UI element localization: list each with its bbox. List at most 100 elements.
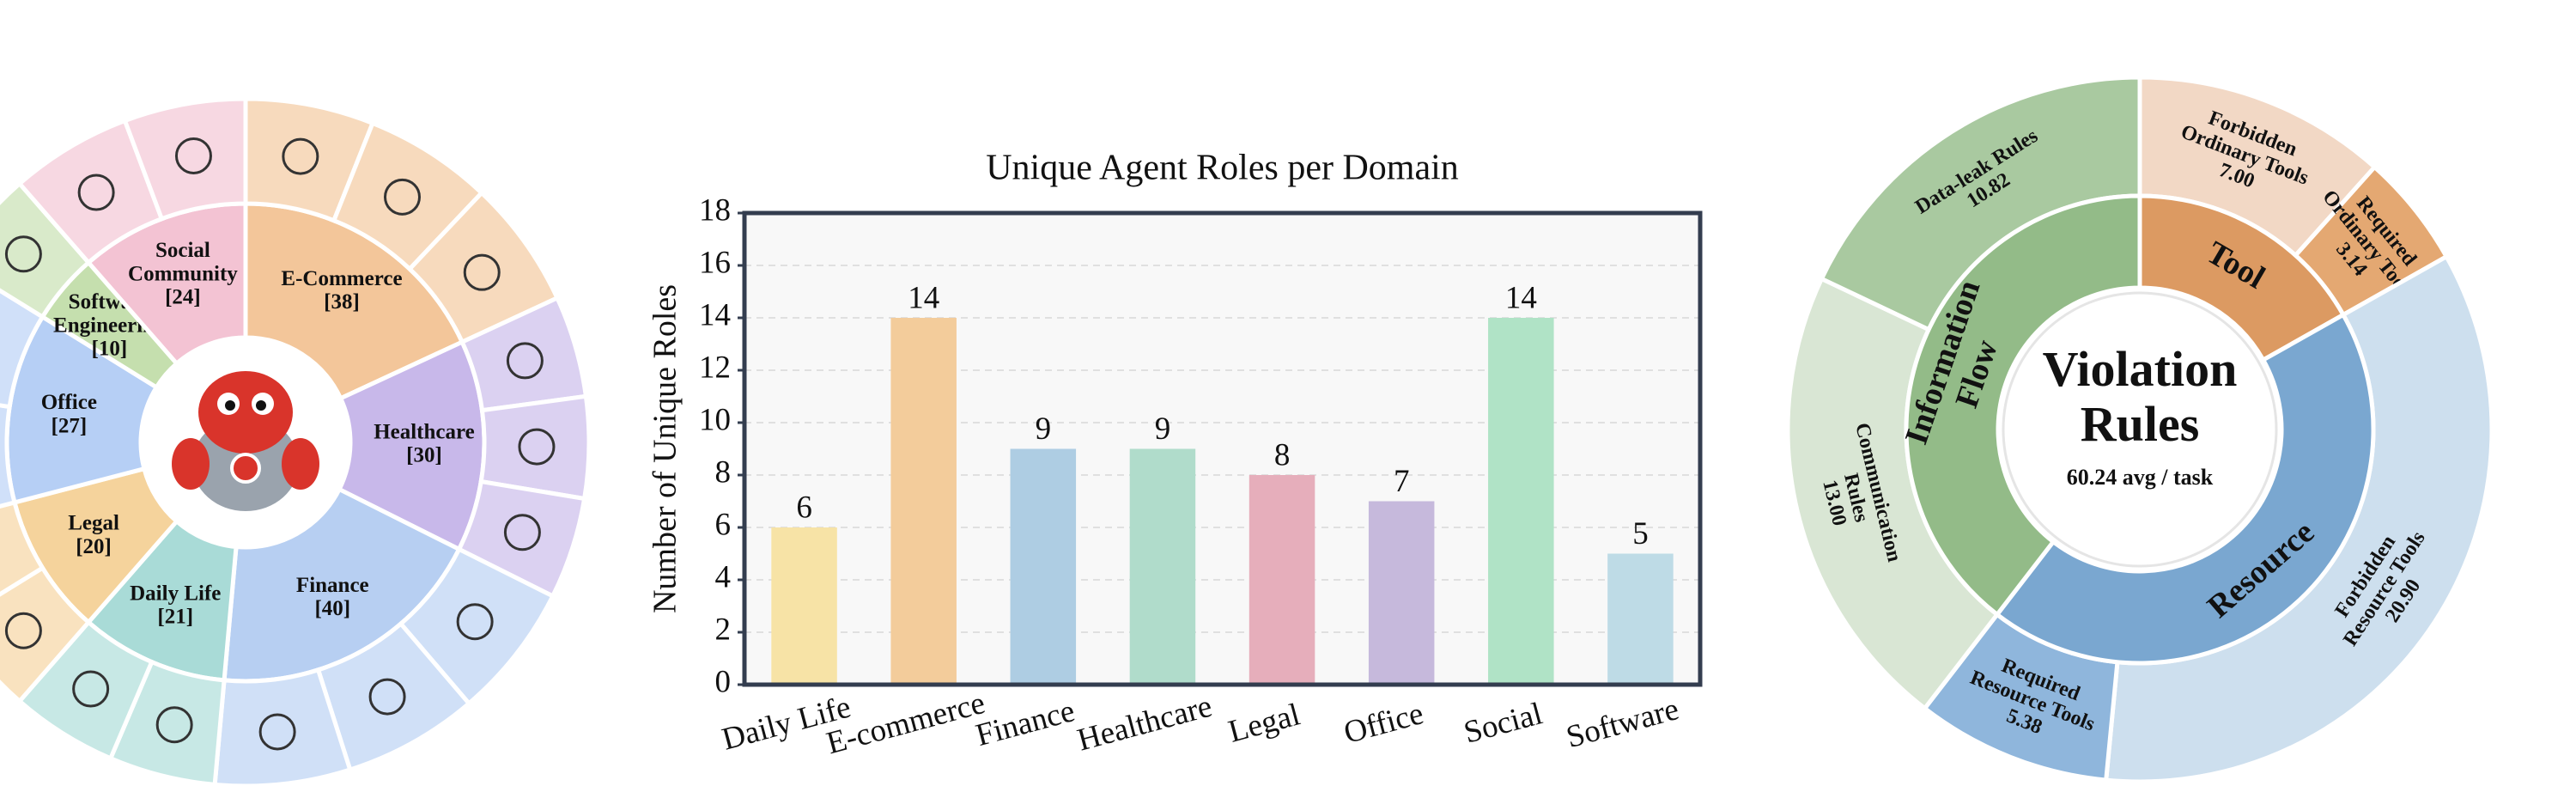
segment-label: Healthcare <box>374 420 475 443</box>
bar-value-label: 9 <box>1036 411 1052 447</box>
icon <box>384 178 422 216</box>
x-tick-label: Social <box>1461 696 1546 751</box>
mascot-claw <box>172 438 210 490</box>
bar-value-label: 6 <box>796 490 812 525</box>
label-line: Finance <box>296 574 369 597</box>
label-group: Daily Life[21] <box>130 582 221 629</box>
mascot-pupil <box>256 400 266 411</box>
label-group: Violation Rules <box>2043 341 2238 452</box>
icon <box>4 235 42 273</box>
y-tick-label: 16 <box>699 245 731 280</box>
x-tick-label: Healthcare <box>1073 689 1215 759</box>
label-line: Community <box>128 262 238 285</box>
value-label: [30] <box>406 444 442 467</box>
center-ring <box>2002 291 2278 568</box>
icon-cell <box>122 96 248 222</box>
bar <box>1010 448 1077 685</box>
label-group: Healthcare[30] <box>374 420 475 467</box>
mascot-head <box>198 371 293 454</box>
icon <box>463 253 501 291</box>
mascot-badge <box>230 453 261 484</box>
segment-label: Finance <box>296 574 369 597</box>
value-label: [40] <box>314 597 350 620</box>
label-line: Violation <box>2043 341 2238 397</box>
bar <box>771 527 837 685</box>
bar-value-label: 14 <box>908 280 939 315</box>
bar <box>1249 475 1315 685</box>
x-tick-label: Software <box>1563 692 1683 755</box>
label-group: Legal[20] <box>68 511 119 558</box>
x-tick-label: Legal <box>1224 697 1303 749</box>
segment-label: Office <box>41 391 97 414</box>
mascot-pupil <box>225 400 235 411</box>
label-group: Social Community[24] <box>128 238 238 308</box>
icon <box>4 612 42 649</box>
icon <box>77 174 115 211</box>
bar <box>1368 501 1435 685</box>
value-label: [27] <box>51 414 87 437</box>
label-line: Daily Life <box>130 582 221 605</box>
icon-cell <box>0 564 92 704</box>
bar <box>1488 318 1554 685</box>
label-line: E-Commerce <box>281 267 402 290</box>
label-line: Office <box>41 391 97 414</box>
value-label: [20] <box>76 535 112 558</box>
icon <box>518 428 556 466</box>
segment-label: E-Commerce <box>281 267 402 290</box>
bar <box>1607 553 1674 685</box>
icon-cell <box>0 499 46 597</box>
label-line: Legal <box>68 511 119 534</box>
segment-label: Violation Rules <box>2043 341 2238 452</box>
segment-label: Social Community <box>128 238 238 285</box>
y-tick-label: 8 <box>715 454 732 490</box>
label-group: E-Commerce[38] <box>281 267 402 314</box>
icon <box>282 137 319 175</box>
bar-value-label: 14 <box>1505 280 1537 315</box>
rule-group-segment <box>1994 312 2376 666</box>
icon <box>72 670 110 708</box>
value-label: [10] <box>92 338 128 361</box>
y-tick-label: 10 <box>699 402 731 437</box>
y-axis-label: Number of Unique Roles <box>647 284 683 613</box>
chart-subtitle: 60.24 avg / task <box>2067 465 2214 490</box>
y-tick-label: 4 <box>715 559 732 594</box>
label-group: Finance[40] <box>296 574 369 621</box>
label-line: Healthcare <box>374 420 475 443</box>
label-group: Office[27] <box>41 391 97 438</box>
bar-value-label: 9 <box>1155 411 1171 447</box>
icon <box>456 603 494 641</box>
y-tick-label: 18 <box>699 192 731 228</box>
icon-cell <box>0 288 46 410</box>
bar-value-label: 5 <box>1632 516 1649 551</box>
y-tick-label: 12 <box>699 350 731 385</box>
y-tick-label: 6 <box>715 507 732 542</box>
icon <box>506 342 544 380</box>
icon <box>368 678 406 716</box>
plot-area <box>744 213 1700 685</box>
bar-value-label: 8 <box>1274 437 1291 472</box>
icon <box>174 137 212 174</box>
label-line: Social <box>155 238 210 261</box>
label-line: Rules <box>2081 396 2200 452</box>
bar <box>1129 448 1196 685</box>
x-tick-label: Office <box>1340 696 1427 751</box>
icon-cell <box>0 403 17 509</box>
mascot-claw <box>282 438 319 490</box>
x-tick-label: E-commerce <box>823 685 988 762</box>
icon <box>258 713 296 751</box>
chart-title: Unique Agent Roles per Domain <box>986 149 1459 188</box>
value-label: [21] <box>157 606 193 629</box>
x-tick-label: Finance <box>972 693 1078 753</box>
y-tick-label: 0 <box>715 664 732 699</box>
icon <box>503 514 541 551</box>
bar-value-label: 7 <box>1394 464 1410 499</box>
value-label: [38] <box>324 290 360 314</box>
segment-label: Legal <box>68 511 119 534</box>
y-tick-label: 2 <box>715 612 732 647</box>
rule-group-segment <box>1904 193 2142 618</box>
plot-frame <box>742 210 1703 687</box>
bar <box>890 318 957 685</box>
segment-label: Daily Life <box>130 582 221 605</box>
value-label: [24] <box>165 285 201 308</box>
